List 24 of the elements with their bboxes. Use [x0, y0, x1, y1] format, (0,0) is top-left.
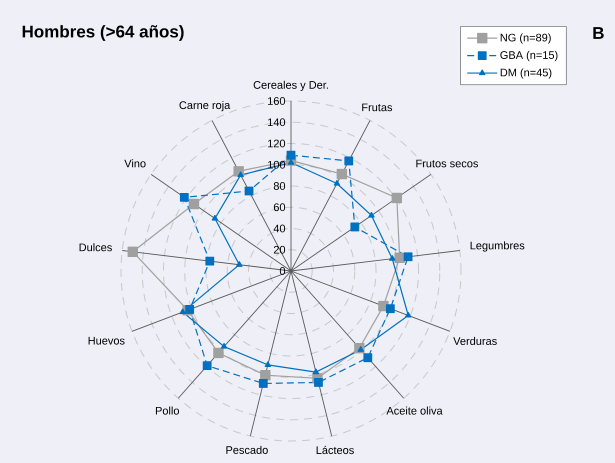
- spoke-label: Huevos: [88, 336, 125, 345]
- y-tick-label: 80: [274, 182, 286, 190]
- spoke-label: Cereales y Der.: [254, 80, 328, 91]
- spoke-label: Aceite oliva: [386, 406, 443, 415]
- y-tick-label: 140: [268, 118, 286, 126]
- spoke-label: Frutas: [362, 104, 392, 112]
- y-tick-label: 160: [268, 97, 286, 105]
- spoke-label: Legumbres: [470, 241, 524, 252]
- spoke-label: Lácteos: [316, 446, 354, 454]
- y-tick-label: 40: [274, 224, 286, 232]
- text: B: [593, 27, 604, 39]
- spoke-label: Dulces: [80, 243, 112, 252]
- spoke-label: Pollo: [156, 406, 179, 415]
- legend-label: GBA (n=15): [500, 50, 558, 62]
- spoke-label: Vino: [124, 159, 146, 168]
- chart-title: Hombres (>64 años): [22, 25, 184, 41]
- y-tick-label: 120: [268, 140, 286, 148]
- spoke-label: Pescado: [226, 446, 268, 454]
- legend-label: NG (n=89): [500, 33, 551, 44]
- spoke-label: Frutos secos: [416, 160, 478, 168]
- spoke-label: Verduras: [453, 336, 497, 345]
- spoke-label: Carne roja: [179, 100, 230, 112]
- legend-label: DM (n=45): [500, 68, 552, 79]
- y-tick-label: 60: [274, 203, 286, 212]
